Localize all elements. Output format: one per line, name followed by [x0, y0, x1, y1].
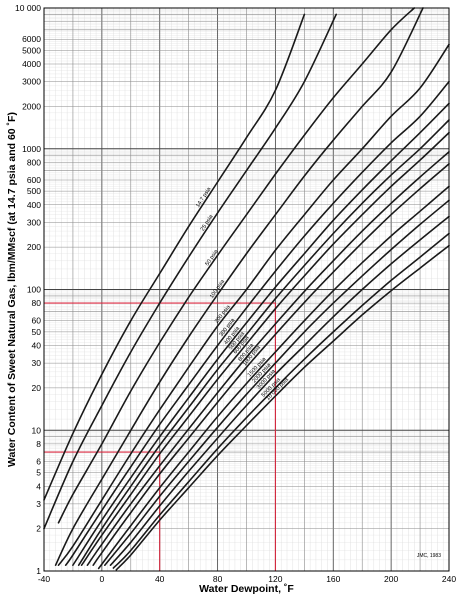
y-tick-label: 2000: [22, 101, 41, 111]
series-line: [77, 119, 450, 566]
x-tick-label: 0: [100, 574, 105, 584]
x-tick-label: 120: [268, 574, 282, 584]
y-tick-label: 10: [32, 425, 42, 435]
plot-frame: [43, 7, 450, 572]
reference-lines: [44, 302, 276, 571]
series-line: [72, 102, 450, 566]
y-tick-label: 800: [27, 157, 41, 167]
y-tick-label: 50: [32, 327, 42, 337]
x-tick-labels: -40 0 40 80 120 160 200 240: [38, 574, 457, 584]
y-axis-title: Water Content of Sweet Natural Gas, lbm/…: [6, 112, 18, 467]
y-tick-label: 400: [27, 200, 41, 210]
series-line: [112, 232, 450, 569]
x-axis-title: Water Dewpoint, ˚F: [199, 583, 294, 595]
y-tick-label: 10 000: [15, 3, 41, 13]
y-tick-label: 4: [36, 481, 41, 491]
y-tick-label: 8: [36, 439, 41, 449]
credit-text: JMC, 1983: [417, 553, 441, 559]
series-line: [54, 7, 424, 566]
y-tick-label: 4000: [22, 59, 41, 69]
series-line: [92, 163, 450, 566]
y-tick-label: 20: [32, 383, 42, 393]
x-tick-label: 80: [213, 574, 223, 584]
y-tick-label: 1000: [22, 144, 41, 154]
reference-line: [44, 302, 276, 571]
y-tick-label: 6000: [22, 34, 41, 44]
x-tick-label: -40: [38, 574, 51, 584]
y-tick-label: 40: [32, 341, 42, 351]
y-tick-label: 2: [36, 524, 41, 534]
reference-line: [44, 451, 161, 571]
x-tick-label: 40: [155, 574, 165, 584]
series-line: [104, 199, 450, 566]
y-tick-label: 100: [27, 285, 41, 295]
series-line: [57, 7, 416, 524]
y-tick-label: 80: [32, 298, 42, 308]
y-tick-label: 300: [27, 217, 41, 227]
x-tick-label: 240: [442, 574, 456, 584]
x-tick-label: 160: [326, 574, 340, 584]
series-line: [64, 80, 450, 566]
y-tick-label: 60: [32, 316, 42, 326]
y-tick-label: 3000: [22, 77, 41, 87]
x-tick-label: 200: [384, 574, 398, 584]
y-tick-label: 200: [27, 242, 41, 252]
series-line: [115, 244, 450, 571]
series-line: [86, 151, 450, 566]
series-line: [97, 185, 450, 570]
series-line: [43, 13, 306, 501]
y-tick-label: 500: [27, 186, 41, 196]
series-line: [57, 43, 450, 566]
series-line: [109, 215, 450, 566]
series-line: [43, 13, 337, 530]
y-tick-label: 30: [32, 358, 42, 368]
y-tick-label: 1: [36, 566, 41, 576]
y-tick-label: 6: [36, 457, 41, 467]
y-tick-label: 600: [27, 175, 41, 185]
series-line: [80, 131, 450, 566]
y-tick-label: 5000: [22, 45, 41, 55]
curves: [43, 7, 450, 571]
y-tick-label: 3: [36, 499, 41, 509]
y-tick-label: 5: [36, 468, 41, 478]
